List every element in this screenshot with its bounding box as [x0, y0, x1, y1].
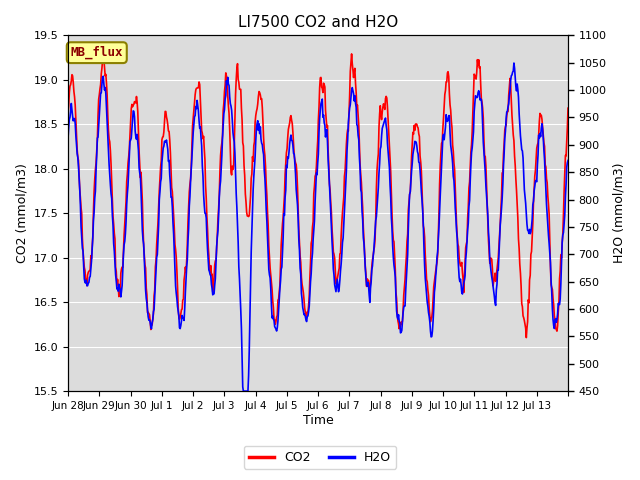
- Y-axis label: CO2 (mmol/m3): CO2 (mmol/m3): [15, 163, 28, 263]
- Legend: CO2, H2O: CO2, H2O: [244, 446, 396, 469]
- Y-axis label: H2O (mmol/m3): H2O (mmol/m3): [612, 163, 625, 264]
- Text: MB_flux: MB_flux: [70, 46, 123, 60]
- Title: LI7500 CO2 and H2O: LI7500 CO2 and H2O: [238, 15, 398, 30]
- X-axis label: Time: Time: [303, 414, 333, 427]
